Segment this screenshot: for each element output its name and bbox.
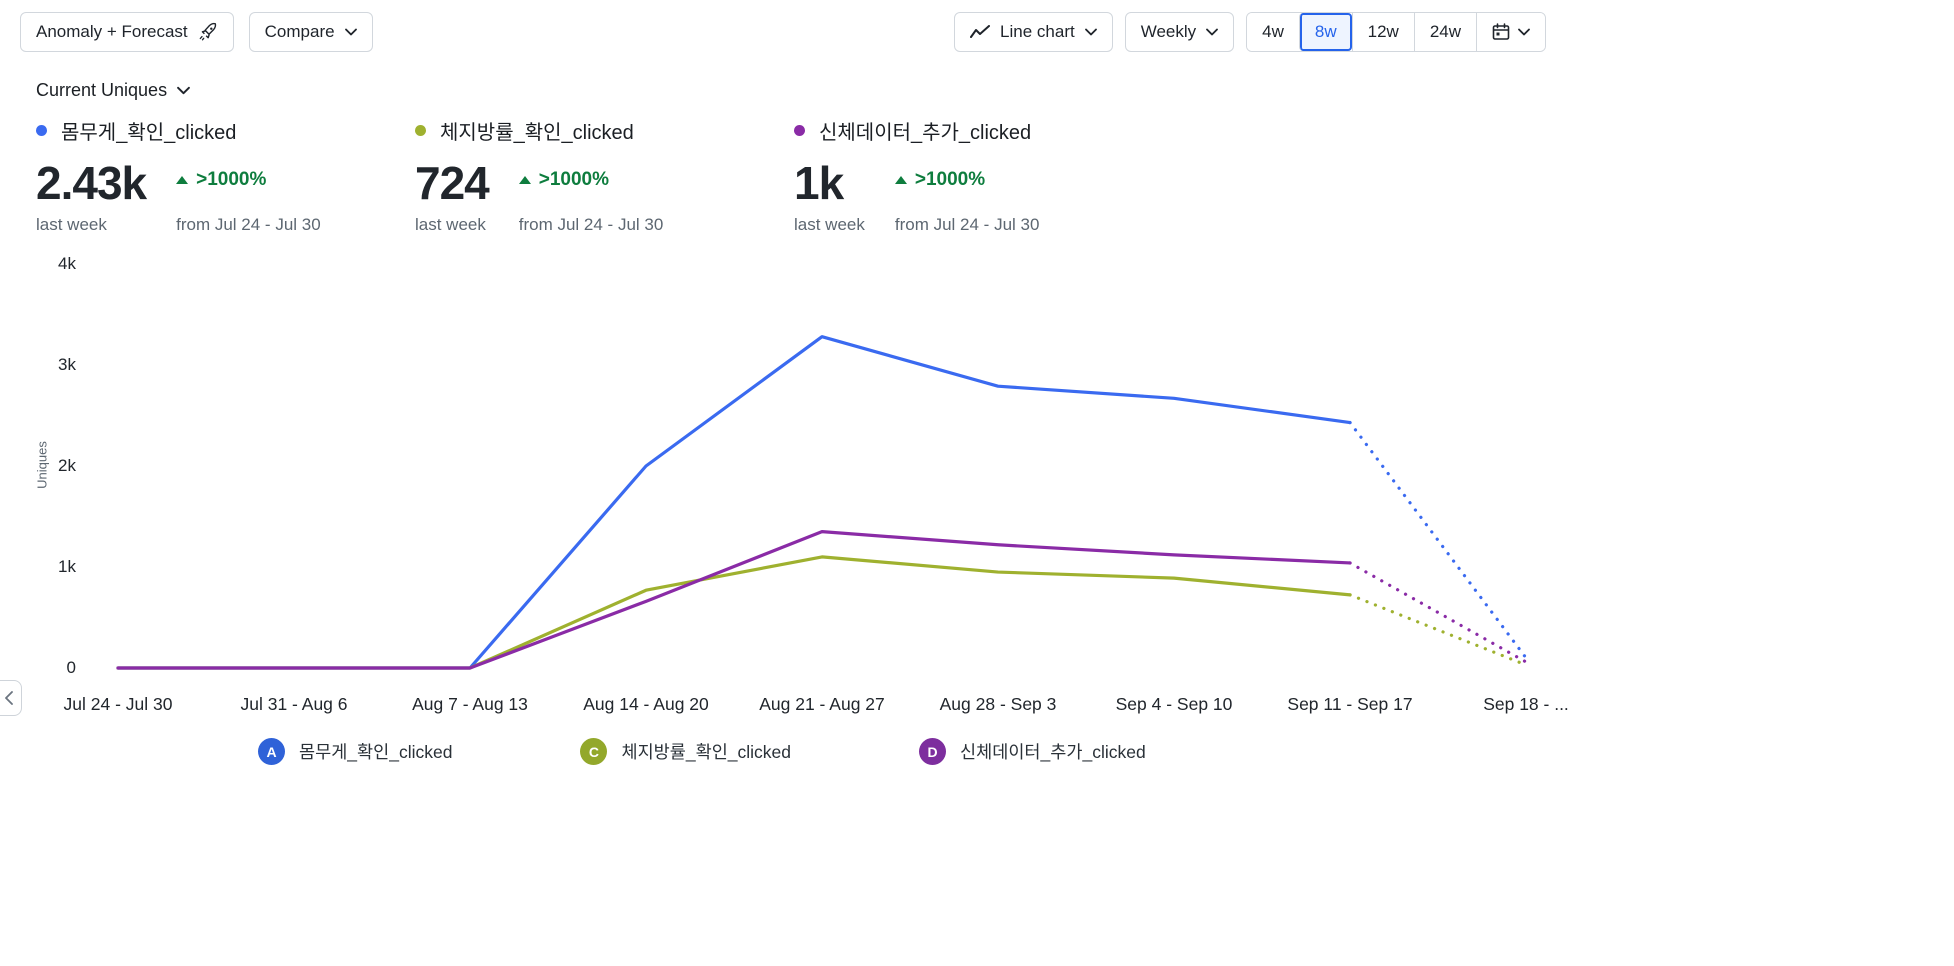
legend-label: 체지방률_확인_clicked	[621, 742, 792, 762]
legend-badge: D	[919, 738, 947, 765]
chart-legend: A 몸무게_확인_clicked C 체지방률_확인_clicked D 신체데…	[258, 738, 1146, 765]
rocket-icon	[199, 22, 216, 41]
line-chart-icon	[970, 25, 991, 38]
metric-change: >1000%	[518, 169, 664, 191]
metric-change-value: >1000%	[914, 169, 986, 190]
legend-badge: A	[258, 738, 285, 765]
x-axis-label: Sep 11 - Sep 17	[1287, 694, 1413, 714]
metric-change-caption: from Jul 24 - Jul 30	[518, 215, 664, 235]
metric-selector-label: Current Uniques	[36, 80, 168, 100]
legend-item[interactable]: C 체지방률_확인_clicked	[580, 738, 791, 765]
compare-label: Compare	[264, 22, 335, 41]
range-option-4w[interactable]: 4w	[1247, 13, 1299, 51]
metric-change-column: >1000% from Jul 24 - Jul 30	[518, 159, 664, 235]
metric-selector-dropdown[interactable]: Current Uniques	[36, 80, 190, 101]
metric-summary-row: 몸무게_확인_clicked 2.43k last week >1000% fr…	[36, 116, 1173, 235]
x-axis-label: Aug 14 - Aug 20	[583, 694, 709, 714]
granularity-dropdown[interactable]: Weekly	[1124, 12, 1235, 52]
legend-badge: C	[580, 738, 608, 765]
legend-item[interactable]: D 신체데이터_추가_clicked	[919, 738, 1146, 765]
x-axis-label: Sep 18 - ...	[1483, 694, 1569, 714]
metric-change-value: >1000%	[196, 169, 267, 190]
metric-header: 체지방률_확인_clicked	[415, 116, 794, 145]
toolbar-left-group: Anomaly + Forecast Compare	[20, 12, 373, 52]
x-axis-label: Aug 21 - Aug 27	[759, 694, 885, 714]
range-option-24w[interactable]: 24w	[1413, 13, 1476, 51]
y-axis-label: 3k	[58, 355, 76, 374]
y-axis-label: 0	[66, 658, 76, 677]
y-axis-label: 4k	[58, 254, 76, 273]
up-triangle-icon	[894, 176, 907, 184]
series-color-dot	[794, 125, 805, 136]
metric-value: 724	[415, 157, 490, 209]
metric-value: 2.43k	[36, 157, 147, 209]
metric-value-column: 2.43k last week	[36, 157, 147, 235]
metric-value-caption: last week	[794, 215, 865, 235]
legend-label: 몸무게_확인_clicked	[299, 742, 453, 762]
metric-header: 몸무게_확인_clicked	[36, 116, 415, 145]
metric-value-column: 1k last week	[794, 159, 865, 235]
metric-card: 체지방률_확인_clicked 724 last week >1000% fro…	[415, 116, 794, 235]
metric-name: 신체데이터_추가_clicked	[819, 122, 1032, 144]
metric-change-value: >1000%	[538, 169, 610, 190]
metric-body: 2.43k last week >1000% from Jul 24 - Jul…	[36, 159, 415, 235]
up-triangle-icon	[176, 176, 189, 184]
metric-change-caption: from Jul 24 - Jul 30	[176, 215, 321, 235]
y-axis-label: 2k	[58, 456, 76, 475]
anomaly-forecast-button[interactable]: Anomaly + Forecast	[20, 12, 234, 52]
anomaly-forecast-label: Anomaly + Forecast	[36, 22, 188, 41]
y-axis-label: 1k	[58, 557, 76, 576]
metric-body: 1k last week >1000% from Jul 24 - Jul 30	[794, 159, 1173, 235]
metric-body: 724 last week >1000% from Jul 24 - Jul 3…	[415, 159, 794, 235]
granularity-label: Weekly	[1140, 22, 1197, 41]
up-triangle-icon	[518, 176, 531, 184]
chart-type-dropdown[interactable]: Line chart	[954, 12, 1113, 52]
x-axis-label: Sep 4 - Sep 10	[1115, 694, 1233, 714]
metric-change: >1000%	[176, 169, 321, 191]
metric-change-caption: from Jul 24 - Jul 30	[894, 215, 1040, 235]
metric-name: 몸무게_확인_clicked	[61, 122, 237, 144]
range-option-12w[interactable]: 12w	[1351, 13, 1414, 51]
calendar-icon	[1492, 23, 1510, 40]
metric-value-caption: last week	[36, 215, 107, 235]
metric-card: 몸무게_확인_clicked 2.43k last week >1000% fr…	[36, 116, 415, 235]
metric-change-column: >1000% from Jul 24 - Jul 30	[176, 159, 321, 235]
compare-button[interactable]: Compare	[248, 12, 373, 52]
metric-change: >1000%	[894, 169, 1040, 191]
chevron-down-icon	[344, 28, 357, 36]
chevron-left-icon	[5, 691, 13, 705]
metric-change-column: >1000% from Jul 24 - Jul 30	[894, 159, 1040, 235]
date-range-picker-button[interactable]	[1476, 13, 1545, 51]
metric-header: 신체데이터_추가_clicked	[794, 116, 1173, 145]
toolbar: Anomaly + Forecast Compare Line chart	[20, 12, 1546, 52]
series-color-dot	[415, 125, 426, 136]
collapse-panel-button[interactable]	[0, 680, 22, 716]
chevron-down-icon	[1518, 28, 1530, 36]
legend-item[interactable]: A 몸무게_확인_clicked	[258, 738, 452, 765]
x-axis-label: Jul 31 - Aug 6	[240, 694, 348, 714]
metric-value: 1k	[794, 157, 844, 209]
series-color-dot	[36, 125, 47, 136]
x-axis-label: Aug 7 - Aug 13	[412, 694, 528, 714]
chart-type-label: Line chart	[1000, 22, 1075, 41]
chevron-down-icon	[177, 86, 190, 95]
x-axis-label: Jul 24 - Jul 30	[63, 694, 173, 714]
metric-value-column: 724 last week	[415, 157, 490, 235]
legend-label: 신체데이터_추가_clicked	[960, 742, 1146, 762]
range-segmented-control: 4w 8w 12w 24w	[1246, 12, 1546, 52]
chevron-down-icon	[1084, 28, 1097, 36]
toolbar-right-group: Line chart Weekly 4w 8w 12w 24w	[954, 12, 1546, 52]
range-option-8w[interactable]: 8w	[1298, 13, 1352, 51]
chevron-down-icon	[1206, 28, 1219, 36]
metric-name: 체지방률_확인_clicked	[440, 122, 634, 144]
x-axis-label: Aug 28 - Sep 3	[939, 694, 1057, 714]
metric-value-caption: last week	[415, 215, 486, 235]
chart-plot-area[interactable]	[90, 250, 1550, 680]
metric-card: 신체데이터_추가_clicked 1k last week >1000% fro…	[794, 116, 1173, 235]
